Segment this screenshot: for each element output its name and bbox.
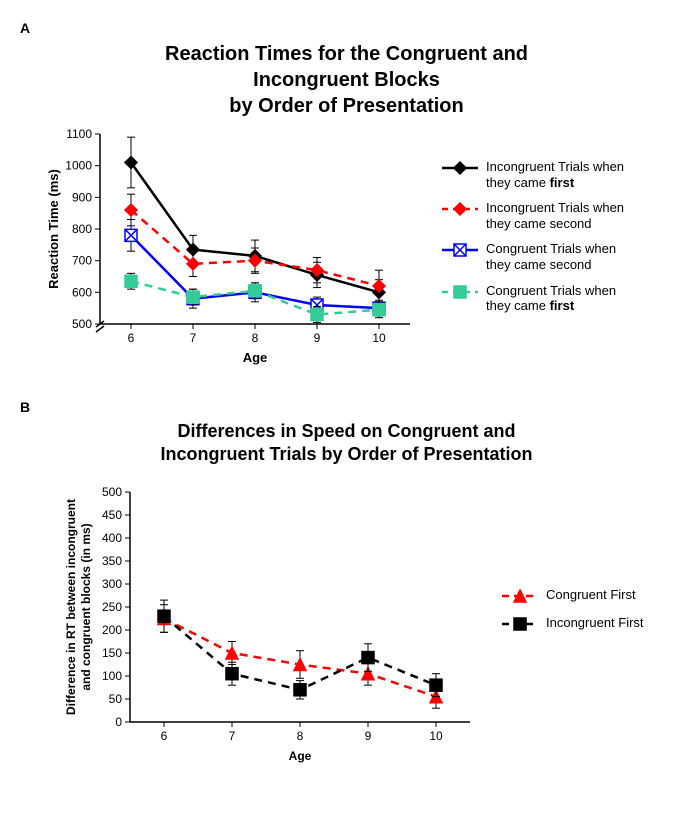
- legend-label: Incongruent First: [546, 615, 644, 631]
- title-line: Incongruent Trials by Order of Presentat…: [160, 444, 532, 464]
- svg-text:150: 150: [102, 646, 122, 660]
- svg-text:Age: Age: [289, 749, 312, 763]
- svg-text:200: 200: [102, 623, 122, 637]
- svg-text:6: 6: [161, 729, 168, 743]
- svg-text:9: 9: [314, 331, 321, 345]
- panel-a-legend: Incongruent Trials whenthey came first In…: [440, 159, 624, 314]
- legend-item: Congruent Trials whenthey came first: [440, 283, 624, 314]
- svg-text:and congruent blocks (in ms): and congruent blocks (in ms): [79, 523, 93, 690]
- svg-text:300: 300: [102, 577, 122, 591]
- panel-a-chart-wrap: 500 600 700 800 900 1000 1100 6 7 8 9 10 Age Reaction…: [20, 119, 673, 379]
- svg-text:350: 350: [102, 554, 122, 568]
- legend-swatch: [440, 159, 480, 177]
- svg-text:700: 700: [72, 254, 92, 268]
- svg-text:250: 250: [102, 600, 122, 614]
- legend-label: Congruent Trials whenthey came first: [486, 283, 616, 314]
- legend-label: Incongruent Trials whenthey came second: [486, 200, 624, 231]
- svg-text:0: 0: [115, 715, 122, 729]
- legend-item: Incongruent Trials whenthey came first: [440, 159, 624, 190]
- panel-b-chart: 0 50 100 150 200 250 300 350 400 450 500 6 7 8 9 10 Age D…: [20, 477, 500, 777]
- legend-item: Congruent First: [500, 587, 644, 605]
- panel-b-chart-wrap: 0 50 100 150 200 250 300 350 400 450 500 6 7 8 9 10 Age D…: [20, 477, 673, 777]
- legend-item: Congruent Trials whenthey came second: [440, 241, 624, 272]
- svg-text:900: 900: [72, 190, 92, 204]
- legend-label: Congruent Trials whenthey came second: [486, 241, 616, 272]
- svg-text:500: 500: [72, 317, 92, 331]
- svg-text:400: 400: [102, 531, 122, 545]
- legend-label: Incongruent Trials whenthey came first: [486, 159, 624, 190]
- panel-a-label: A: [20, 20, 673, 36]
- svg-text:100: 100: [102, 669, 122, 683]
- svg-text:1100: 1100: [66, 127, 92, 141]
- panel-b-legend: Congruent First Incongruent First: [500, 587, 644, 633]
- legend-swatch: [500, 587, 540, 605]
- svg-text:Age: Age: [243, 350, 268, 365]
- legend-item: Incongruent Trials whenthey came second: [440, 200, 624, 231]
- legend-swatch: [500, 615, 540, 633]
- legend-swatch: [440, 200, 480, 218]
- title-line: Differences in Speed on Congruent and: [177, 421, 515, 441]
- legend-label: Congruent First: [546, 587, 636, 603]
- svg-text:450: 450: [102, 508, 122, 522]
- panel-b-title: Differences in Speed on Congruent and In…: [80, 420, 613, 467]
- title-line: Reaction Times for the Congruent and: [165, 43, 528, 65]
- svg-text:500: 500: [102, 485, 122, 499]
- panel-a-title: Reaction Times for the Congruent and Inc…: [60, 41, 633, 119]
- legend-swatch: [440, 241, 480, 259]
- svg-text:600: 600: [72, 285, 92, 299]
- legend-swatch: [440, 283, 480, 301]
- title-line: by Order of Presentation: [229, 95, 464, 117]
- svg-text:1000: 1000: [65, 159, 92, 173]
- svg-text:7: 7: [190, 331, 197, 345]
- panel-b: B Differences in Speed on Congruent and …: [20, 399, 673, 777]
- svg-text:Reaction Time (ms): Reaction Time (ms): [46, 169, 61, 289]
- panel-b-label: B: [20, 399, 673, 415]
- panel-a: A Reaction Times for the Congruent and I…: [20, 20, 673, 379]
- svg-text:10: 10: [429, 729, 443, 743]
- panel-a-chart: 500 600 700 800 900 1000 1100 6 7 8 9 10 Age Reaction…: [20, 119, 440, 379]
- svg-text:9: 9: [365, 729, 372, 743]
- title-line: Incongruent Blocks: [253, 69, 440, 91]
- svg-text:8: 8: [297, 729, 304, 743]
- svg-text:50: 50: [109, 692, 123, 706]
- svg-text:6: 6: [128, 331, 135, 345]
- svg-text:8: 8: [252, 331, 259, 345]
- svg-text:7: 7: [229, 729, 236, 743]
- svg-text:10: 10: [372, 331, 386, 345]
- legend-item: Incongruent First: [500, 615, 644, 633]
- svg-text:Difference in RT between incon: Difference in RT between incongruent: [64, 499, 78, 715]
- svg-text:800: 800: [72, 222, 92, 236]
